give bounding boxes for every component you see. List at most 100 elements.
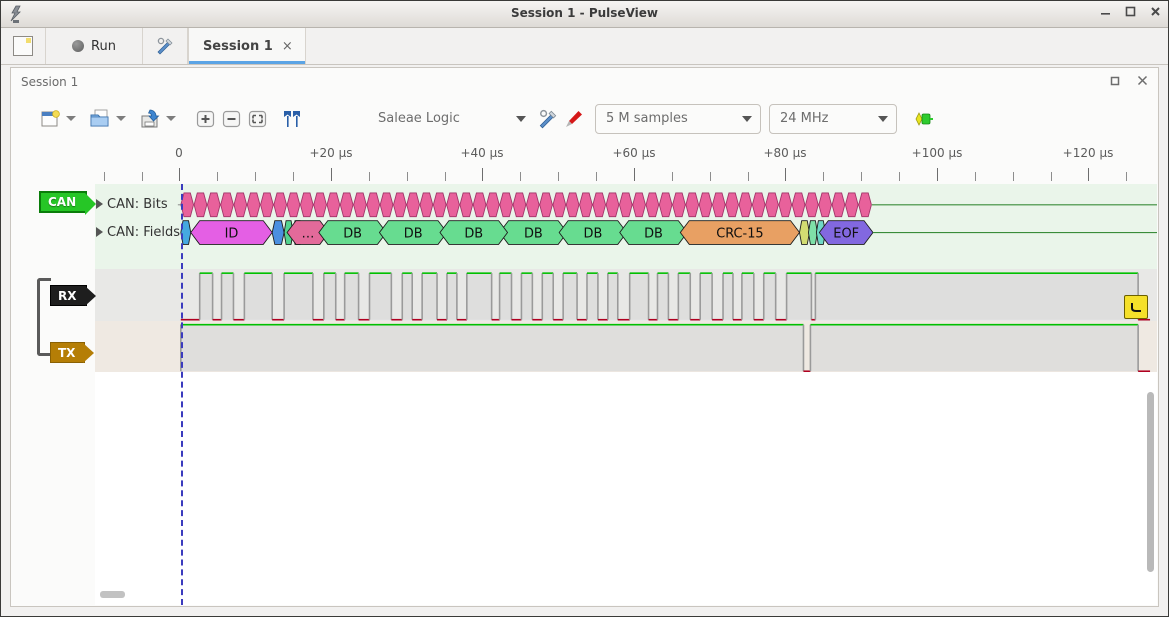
session-restore-button[interactable] bbox=[1109, 75, 1121, 90]
chevron-down-icon bbox=[166, 116, 176, 121]
signal-chip-label-tx: TX bbox=[58, 345, 76, 360]
decoder-chip-can[interactable]: CAN bbox=[39, 191, 97, 215]
open-folder-icon bbox=[90, 109, 109, 126]
ruler-minor-tick bbox=[1126, 172, 1127, 181]
decoder-bit-cell bbox=[844, 192, 859, 218]
save-to-disk-icon bbox=[141, 109, 160, 127]
ruler-label: +60 µs bbox=[612, 146, 656, 160]
falling-edge-icon bbox=[1130, 302, 1141, 312]
ruler-label: +120 µs bbox=[1062, 146, 1114, 160]
decoder-bit-cell bbox=[725, 192, 739, 218]
ruler-minor-tick bbox=[1013, 172, 1014, 181]
tab-session-1[interactable]: Session 1 × bbox=[187, 28, 306, 64]
show-cursors-button[interactable] bbox=[279, 106, 305, 132]
open-file-dropdown[interactable] bbox=[113, 106, 129, 132]
window-controls bbox=[1099, 5, 1162, 18]
time-ruler[interactable]: 0 +20 µs +40 µs +60 µs +80 µs +100 µs +120 µs bbox=[12, 142, 1157, 184]
settings-button[interactable] bbox=[143, 28, 188, 64]
session-tab-bar: Session 1 × bbox=[187, 28, 1168, 64]
ruler-minor-tick bbox=[293, 172, 294, 181]
signal-chip-tx[interactable]: TX bbox=[50, 342, 95, 363]
trace-view: 0 +20 µs +40 µs +60 µs +80 µs +100 µs +120 µs … bbox=[12, 142, 1157, 605]
session-window-controls bbox=[1109, 74, 1149, 90]
zoom-in-button[interactable] bbox=[193, 106, 219, 132]
close-button[interactable] bbox=[1149, 5, 1162, 18]
run-button[interactable]: Run bbox=[46, 28, 143, 64]
ruler-minor-tick bbox=[899, 172, 900, 181]
decoder-field-label: DB bbox=[524, 227, 543, 242]
decoder-bit-cell bbox=[552, 192, 567, 218]
ruler-minor-tick bbox=[861, 172, 862, 181]
session-header: Session 1 bbox=[11, 68, 1158, 96]
probe-button[interactable] bbox=[561, 106, 587, 132]
new-file-button[interactable] bbox=[37, 106, 63, 132]
decoder-field-cell bbox=[271, 220, 285, 245]
decoder-bit-cell bbox=[685, 192, 700, 218]
tools-icon bbox=[539, 109, 557, 128]
ruler-minor-tick bbox=[748, 172, 749, 181]
decoder-bit-cell bbox=[565, 192, 580, 218]
device-selector[interactable]: Saleae Logic bbox=[367, 104, 535, 134]
maximize-button[interactable] bbox=[1124, 5, 1137, 18]
decoder-field-label: DB bbox=[343, 227, 362, 242]
expander-can-fields[interactable] bbox=[96, 227, 103, 237]
sample-count-selector[interactable]: 5 M samples bbox=[595, 103, 761, 134]
decoder-bit-cell bbox=[432, 192, 447, 218]
chevron-down-icon bbox=[508, 115, 534, 122]
decoder-bit-cell bbox=[206, 192, 221, 218]
ruler-major-tick bbox=[634, 168, 635, 181]
signal-chip-label-rx: RX bbox=[58, 288, 77, 303]
sample-rate-selector[interactable]: 24 MHz bbox=[769, 103, 897, 134]
ruler-minor-tick bbox=[975, 172, 976, 181]
decoder-field-label: … bbox=[301, 227, 314, 242]
ruler-major-tick bbox=[785, 168, 786, 181]
decoder-bit-cell bbox=[618, 192, 633, 218]
horizontal-scrollbar[interactable] bbox=[100, 591, 125, 598]
ruler-minor-tick bbox=[142, 172, 143, 181]
session-close-button[interactable] bbox=[1136, 74, 1149, 90]
decoder-bit-cell bbox=[791, 192, 806, 218]
chevron-down-icon bbox=[66, 116, 76, 121]
decoder-bit-cell bbox=[831, 192, 846, 218]
device-settings-button[interactable] bbox=[535, 106, 561, 132]
new-session-icon bbox=[13, 36, 33, 56]
decoder-bit-cell bbox=[579, 192, 593, 218]
tab-label: Session 1 bbox=[202, 38, 273, 54]
ruler-major-tick bbox=[331, 168, 332, 181]
decoder-field-cell bbox=[818, 220, 874, 245]
decoder-bit-cell bbox=[406, 192, 420, 218]
decoder-bit-cell bbox=[605, 192, 620, 218]
ruler-minor-tick bbox=[672, 172, 673, 181]
minimize-button[interactable] bbox=[1099, 5, 1112, 18]
run-stop-icon bbox=[72, 40, 84, 52]
ruler-minor-tick bbox=[558, 172, 559, 181]
ruler-label: +40 µs bbox=[460, 146, 504, 160]
decoder-field-label: DB bbox=[644, 227, 663, 242]
save-button[interactable] bbox=[137, 106, 163, 132]
time-cursor[interactable] bbox=[181, 184, 183, 605]
save-dropdown[interactable] bbox=[163, 106, 179, 132]
zoom-out-button[interactable] bbox=[219, 106, 245, 132]
signal-chip-rx[interactable]: RX bbox=[50, 285, 95, 306]
new-file-dropdown[interactable] bbox=[63, 106, 79, 132]
decoder-bit-cell bbox=[286, 192, 301, 218]
main-toolbar: Run Session 1 × bbox=[1, 28, 1168, 65]
vertical-scrollbar[interactable] bbox=[1145, 392, 1155, 572]
decoder-bit-cell bbox=[260, 192, 274, 218]
trace-canvas: CAN RX TX CAN: Bits CAN: Fields bbox=[12, 184, 1157, 605]
new-session-button[interactable] bbox=[1, 28, 46, 64]
decoder-field-label: EOF bbox=[833, 227, 859, 242]
decoder-bit-cell bbox=[512, 192, 527, 218]
expander-can-bits[interactable] bbox=[96, 199, 103, 209]
open-file-button[interactable] bbox=[87, 106, 113, 132]
ruler-minor-tick bbox=[710, 172, 711, 181]
trigger-falling-edge-badge[interactable] bbox=[1124, 295, 1148, 319]
ruler-major-tick bbox=[937, 168, 938, 181]
tab-close-icon[interactable]: × bbox=[281, 38, 293, 54]
zoom-fit-button[interactable] bbox=[245, 106, 271, 132]
decoder-bit-cell bbox=[366, 192, 381, 218]
zoom-in-icon bbox=[196, 110, 215, 127]
decoder-bit-cell bbox=[419, 192, 434, 218]
decoder-bit-cell bbox=[658, 192, 673, 218]
decoder-field-cell bbox=[619, 220, 688, 245]
